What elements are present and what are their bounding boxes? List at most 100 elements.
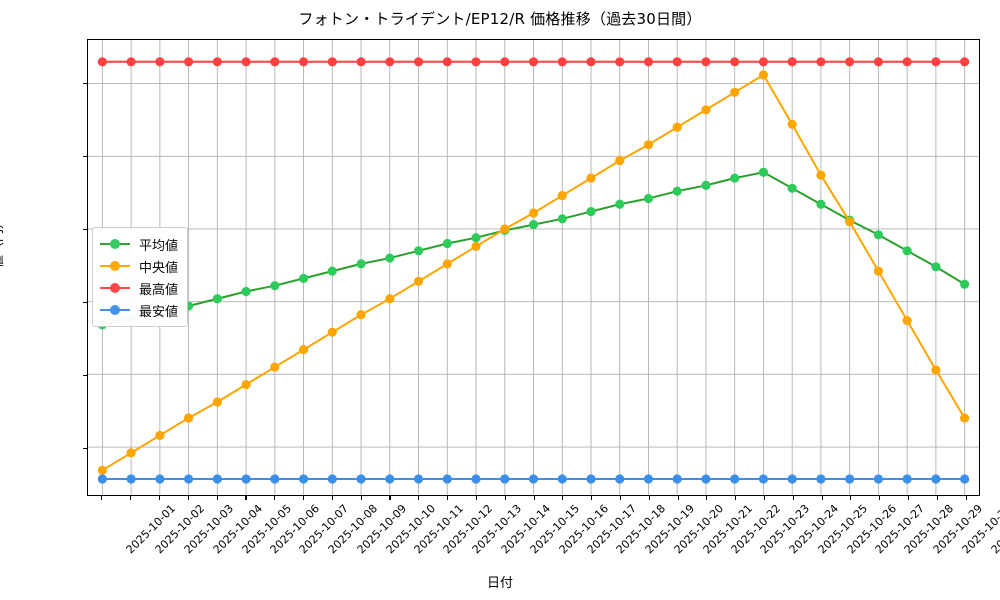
data-point (787, 474, 797, 484)
x-tick-mark (187, 496, 189, 500)
legend-item-3[interactable]: 最高値 (100, 277, 178, 299)
data-point (356, 310, 366, 320)
data-point (701, 57, 711, 67)
y-axis-label: 値（円） (0, 215, 6, 268)
data-point (241, 57, 251, 67)
data-point (413, 246, 424, 256)
data-point (97, 57, 107, 67)
y-tick-mark (83, 82, 87, 84)
data-point (557, 190, 567, 201)
data-point (442, 474, 452, 484)
x-tick-mark (706, 496, 708, 500)
data-point (471, 474, 481, 484)
data-point (528, 220, 539, 230)
data-point (845, 217, 855, 227)
data-point (643, 140, 654, 150)
data-point (442, 259, 452, 269)
legend-item-4[interactable]: 最安値 (100, 299, 178, 321)
x-tick-mark (533, 496, 535, 500)
x-tick-mark (936, 496, 938, 500)
x-tick-mark (447, 496, 449, 500)
x-tick-mark (591, 496, 593, 500)
data-point (500, 474, 510, 484)
data-point (701, 474, 711, 484)
data-point (960, 413, 970, 423)
data-point (500, 224, 510, 234)
legend-swatch-icon (100, 260, 130, 272)
x-tick-mark (763, 496, 766, 500)
data-point (413, 474, 424, 484)
data-point (615, 57, 625, 67)
data-point (873, 266, 883, 276)
data-point (356, 57, 366, 67)
data-point (643, 474, 654, 484)
data-point (385, 253, 395, 263)
data-point (960, 474, 970, 484)
data-point (586, 57, 596, 67)
series-1 (97, 167, 970, 330)
data-point (126, 448, 136, 458)
data-point (155, 57, 165, 67)
x-tick-mark (101, 496, 103, 500)
plot-area (87, 39, 980, 496)
chart-legend[interactable]: 平均値 中央値最高値 最安値 (92, 227, 189, 327)
data-point (787, 119, 797, 129)
data-point (298, 273, 309, 283)
data-point (643, 193, 654, 204)
data-point (471, 57, 481, 67)
data-point (471, 241, 481, 252)
data-point (356, 474, 366, 484)
data-point (356, 259, 366, 269)
legend-label: 最高値 (139, 282, 179, 298)
data-series-layer (97, 57, 970, 484)
data-point (672, 122, 682, 132)
data-point (902, 315, 912, 326)
data-point (126, 57, 136, 67)
x-tick-mark (735, 496, 737, 500)
data-point (701, 105, 711, 115)
data-point (413, 57, 424, 67)
data-point (960, 57, 970, 67)
data-point (730, 173, 740, 183)
x-tick-mark (303, 496, 305, 500)
data-point (212, 474, 222, 484)
data-point (241, 474, 251, 484)
data-point (327, 474, 337, 484)
x-tick-mark (619, 496, 621, 500)
data-point (816, 170, 826, 180)
data-point (298, 345, 309, 355)
y-tick-mark (83, 301, 87, 303)
data-point (270, 57, 280, 67)
data-point (672, 186, 682, 196)
data-point (298, 474, 309, 484)
data-point (442, 57, 452, 67)
y-tick-mark (83, 447, 87, 449)
legend-item-1[interactable]: 平均値 (100, 233, 178, 255)
data-point (672, 474, 682, 484)
data-point (327, 57, 337, 67)
data-point (730, 87, 740, 97)
x-tick-mark (907, 496, 910, 500)
data-point (931, 474, 941, 484)
data-point (270, 281, 280, 291)
data-point (586, 173, 596, 183)
data-point (471, 233, 481, 243)
data-point (413, 276, 424, 286)
data-point (615, 199, 625, 209)
data-point (758, 70, 769, 80)
x-tick-mark (965, 496, 967, 500)
data-point (730, 474, 740, 484)
data-point (787, 183, 797, 193)
data-point (931, 57, 941, 67)
data-point (902, 57, 912, 67)
x-tick-mark (879, 496, 881, 500)
x-tick-mark (792, 496, 794, 500)
data-point (270, 362, 280, 372)
data-point (327, 327, 337, 337)
legend-item-2[interactable]: 中央値 (100, 255, 178, 277)
x-tick-mark (850, 496, 852, 500)
data-point (212, 57, 222, 67)
x-tick-mark (331, 496, 333, 500)
data-point (586, 474, 596, 484)
